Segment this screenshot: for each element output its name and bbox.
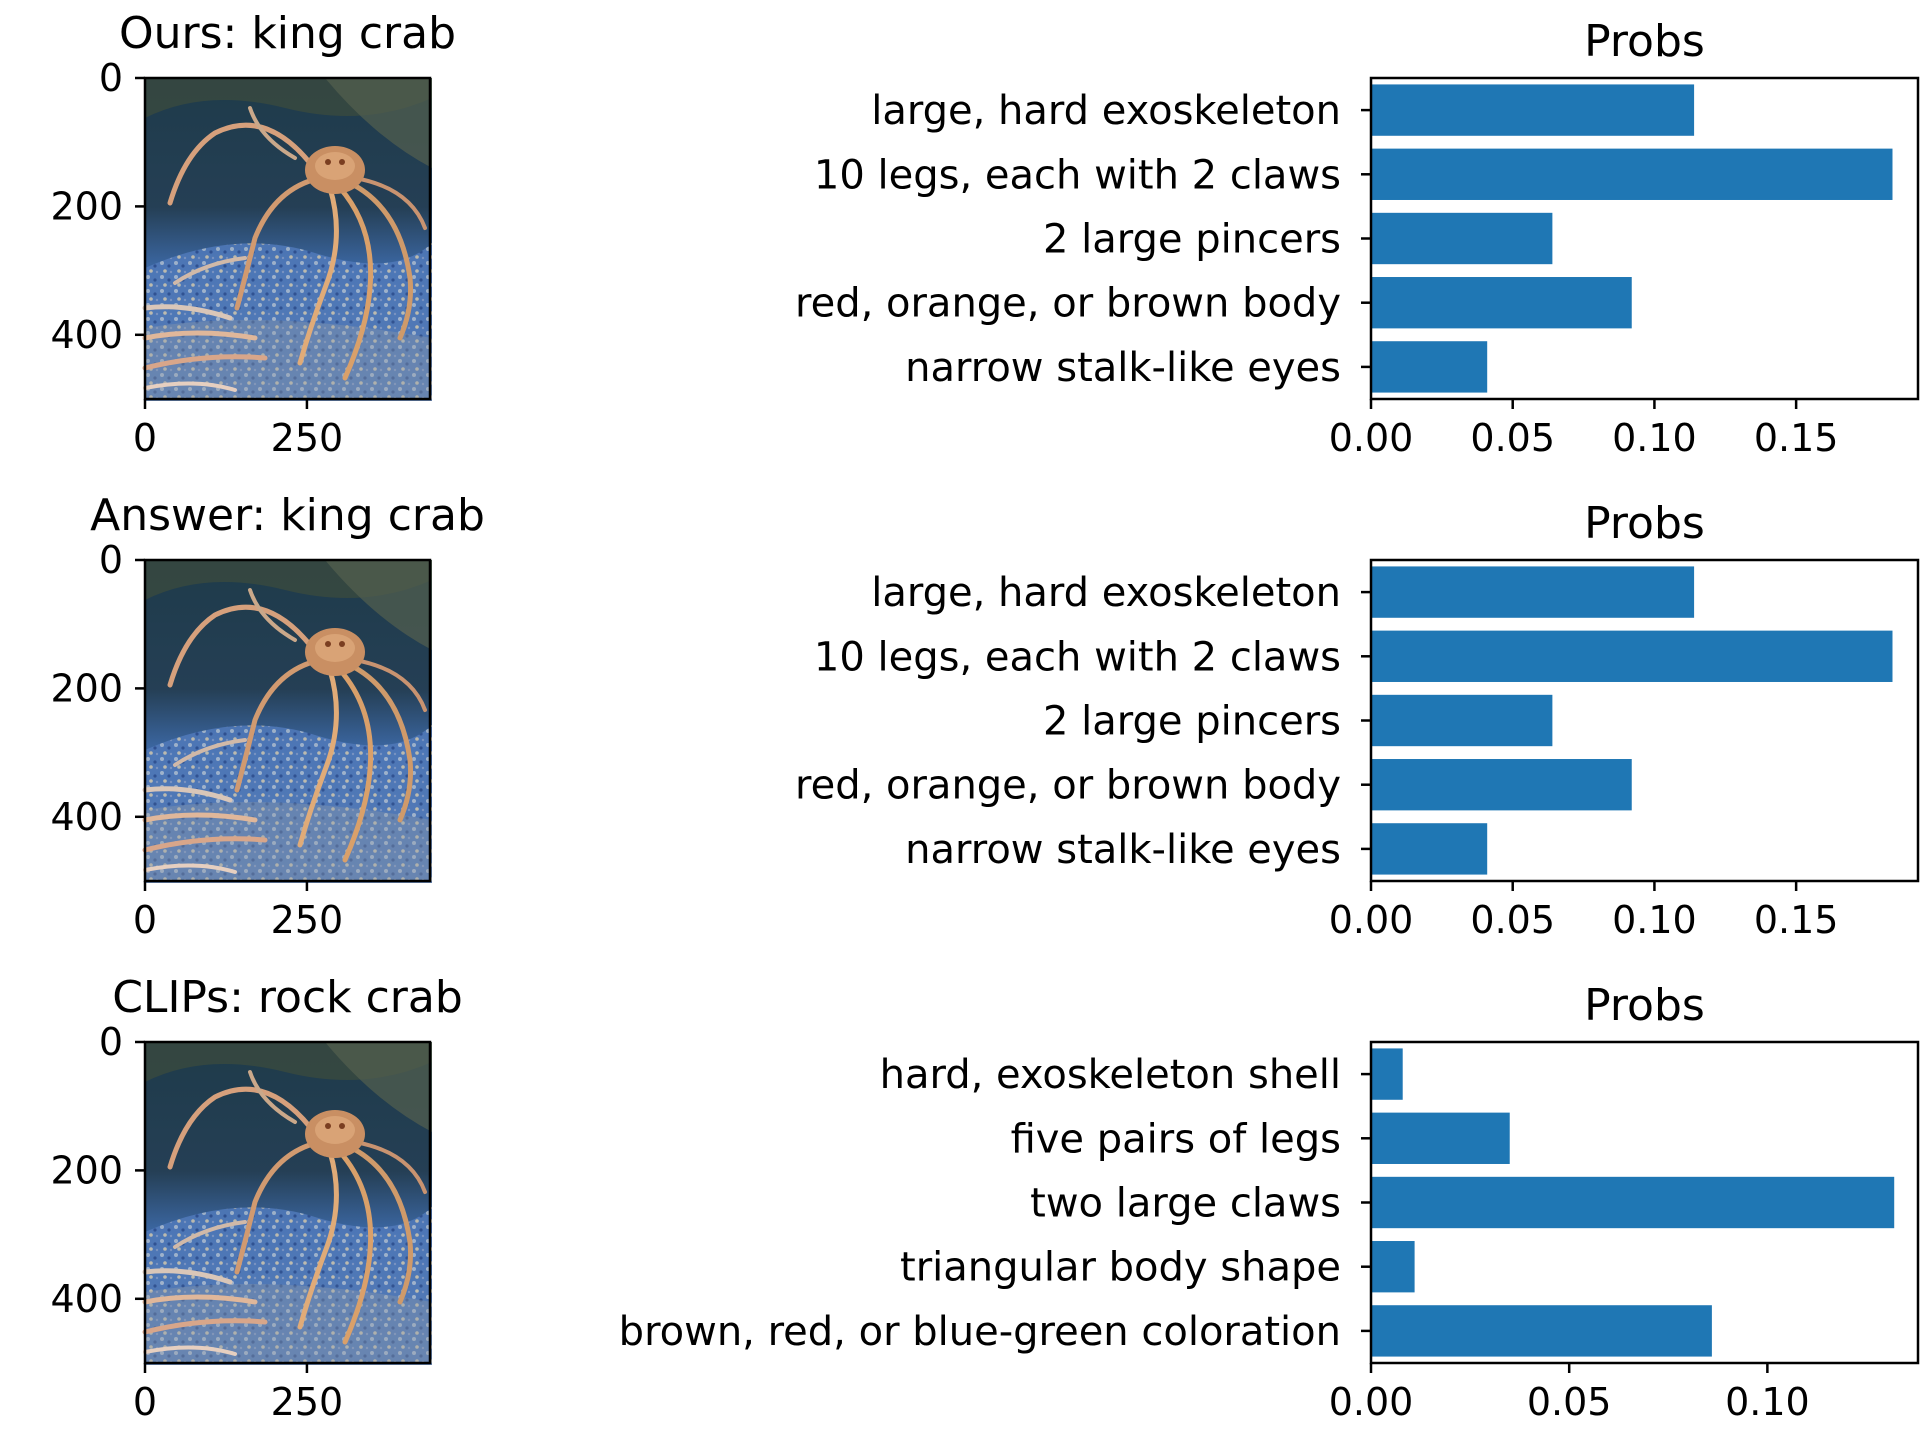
crab-photo-image: [145, 1042, 432, 1365]
bar-4: [1371, 759, 1632, 811]
bar-panel-1: Probs large, hard exoskeleton 10 legs, eac…: [795, 16, 1920, 460]
bar-5: [1371, 1305, 1712, 1357]
category-label: two large claws: [1030, 1181, 1341, 1227]
x-tick-label: 0.15: [1754, 898, 1839, 942]
category-label: 2 large pincers: [1043, 217, 1341, 263]
category-label: large, hard exoskeleton: [871, 570, 1341, 616]
x-tick-label: 0.00: [1329, 416, 1414, 460]
y-tick-label: 400: [50, 795, 123, 839]
x-tick-label: 0: [133, 1380, 157, 1424]
x-tick-label: 0: [133, 898, 157, 942]
x-tick-label: 0.05: [1527, 1380, 1612, 1424]
x-tick-label: 0.15: [1754, 416, 1839, 460]
bar-panel-3: Probs hard, exoskeleton shell five pairs o…: [619, 980, 1920, 1424]
bar-4: [1371, 277, 1632, 329]
category-label: brown, red, or blue-green coloration: [619, 1309, 1341, 1355]
bar-2: [1371, 148, 1893, 200]
crab-photo-image: [145, 78, 432, 401]
category-label: five pairs of legs: [1011, 1116, 1341, 1162]
y-tick-label: 0: [99, 538, 123, 582]
y-tick-label: 400: [50, 1277, 123, 1321]
y-tick-label: 200: [50, 1148, 123, 1192]
image-panel-title: Answer: king crab: [90, 490, 485, 541]
x-tick-label: 0.10: [1725, 1380, 1810, 1424]
crab-photo-image: [145, 560, 432, 883]
category-label: triangular body shape: [900, 1245, 1341, 1291]
bar-panel-title: Probs: [1584, 980, 1705, 1031]
bar-1: [1371, 566, 1695, 618]
x-tick-label: 0.05: [1470, 416, 1555, 460]
category-label: 10 legs, each with 2 claws: [814, 152, 1341, 198]
bar-panel-2: Probs large, hard exoskeleton 10 legs, eac…: [795, 498, 1920, 942]
image-frame: [143, 76, 432, 401]
y-tick-label: 0: [99, 1020, 123, 1064]
bar-1: [1371, 1048, 1403, 1100]
x-tick-label: 0.00: [1329, 898, 1414, 942]
x-tick-label: 250: [271, 416, 344, 460]
bar-panel-title: Probs: [1584, 16, 1705, 67]
bar-3: [1371, 212, 1553, 265]
x-tick-label: 0.05: [1470, 898, 1555, 942]
category-label: narrow stalk-like eyes: [905, 827, 1341, 873]
image-panel-title: CLIPs: rock crab: [112, 972, 463, 1023]
y-tick-label: 0: [99, 56, 123, 100]
x-tick-label: 0: [133, 416, 157, 460]
bar-3: [1371, 694, 1553, 747]
image-frame: [143, 1040, 432, 1365]
y-tick-label: 400: [50, 313, 123, 357]
bar-panel-title: Probs: [1584, 498, 1705, 549]
bar-3: [1371, 1176, 1895, 1229]
y-tick-label: 200: [50, 184, 123, 228]
bar-4: [1371, 1241, 1415, 1293]
bar-1: [1371, 84, 1695, 136]
image-frame: [143, 558, 432, 883]
bar-2: [1371, 630, 1893, 682]
bar-5: [1371, 823, 1488, 875]
category-label: red, orange, or brown body: [795, 281, 1341, 327]
category-label: hard, exoskeleton shell: [880, 1052, 1341, 1098]
category-label: large, hard exoskeleton: [871, 88, 1341, 134]
x-tick-label: 0.00: [1329, 1380, 1414, 1424]
y-tick-label: 200: [50, 666, 123, 710]
x-tick-label: 250: [271, 898, 344, 942]
category-label: 10 legs, each with 2 claws: [814, 634, 1341, 680]
category-label: 2 large pincers: [1043, 699, 1341, 745]
image-panel-title: Ours: king crab: [119, 8, 456, 59]
bar-5: [1371, 341, 1488, 393]
bar-2: [1371, 1112, 1510, 1164]
category-label: red, orange, or brown body: [795, 763, 1341, 809]
x-tick-label: 250: [271, 1380, 344, 1424]
x-tick-label: 0.10: [1612, 416, 1697, 460]
x-tick-label: 0.10: [1612, 898, 1697, 942]
category-label: narrow stalk-like eyes: [905, 345, 1341, 391]
